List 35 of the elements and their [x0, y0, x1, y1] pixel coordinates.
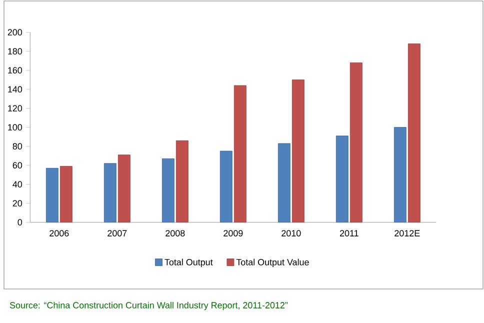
legend-label: Total Output — [164, 258, 213, 268]
bar — [104, 163, 116, 222]
bar — [278, 143, 290, 222]
y-tick-label: 20 — [12, 200, 22, 206]
x-tick-label: 2010 — [282, 230, 301, 236]
source-note: Source: “China Construction Curtain Wall Industry Report, 2011-2012” — [10, 302, 288, 310]
x-tick-label: 2006 — [50, 230, 69, 236]
x-tick-label: 2012E — [394, 230, 420, 236]
x-tick-label: 2008 — [166, 230, 185, 236]
y-tick-label: 200 — [8, 29, 22, 36]
y-tick-label: 180 — [8, 48, 22, 54]
bar — [350, 62, 362, 222]
bar — [46, 168, 58, 222]
y-tick-label: 120 — [8, 105, 22, 112]
y-tick-label: 80 — [12, 143, 22, 150]
y-tick-label: 100 — [8, 124, 22, 130]
x-tick-label: 2007 — [108, 230, 127, 236]
bar — [162, 158, 174, 222]
y-tick-label: 140 — [8, 86, 22, 92]
x-tick-label: 2009 — [224, 230, 243, 236]
bar — [394, 127, 406, 222]
bar — [220, 150, 232, 222]
bar — [408, 44, 420, 222]
y-tick-label: 60 — [12, 162, 22, 168]
bar — [118, 154, 130, 222]
y-tick-label: 40 — [12, 181, 22, 188]
bar — [176, 140, 188, 222]
y-tick-label: 0 — [18, 219, 22, 226]
y-tick-label: 160 — [8, 67, 22, 74]
bar — [60, 166, 72, 222]
bar — [336, 136, 348, 222]
x-tick-label: 2011 — [340, 230, 358, 236]
legend-label: Total Output Value — [236, 258, 309, 268]
bar — [234, 85, 246, 222]
bar — [292, 80, 304, 222]
